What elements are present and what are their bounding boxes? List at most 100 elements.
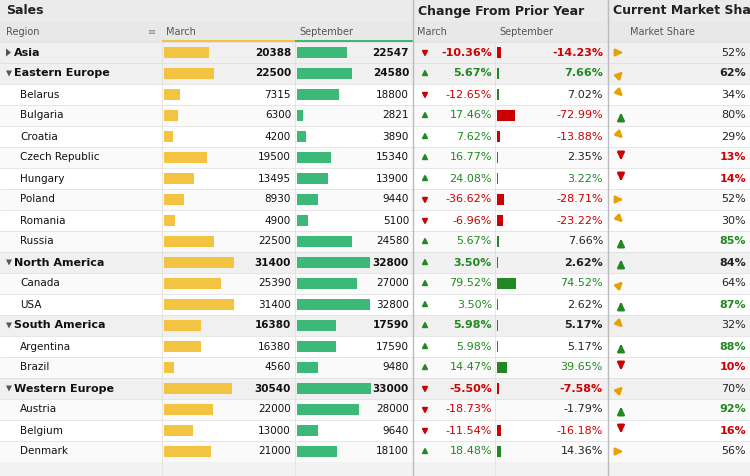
Bar — [297, 236, 352, 247]
Text: South America: South America — [14, 320, 106, 330]
Text: Croatia: Croatia — [20, 131, 58, 141]
Text: -36.62%: -36.62% — [446, 195, 492, 205]
Polygon shape — [422, 112, 427, 118]
Text: 5100: 5100 — [382, 216, 409, 226]
Text: 7.66%: 7.66% — [568, 237, 603, 247]
Text: 5.67%: 5.67% — [453, 69, 492, 79]
Text: 32%: 32% — [722, 320, 746, 330]
Bar — [0, 231, 750, 252]
Text: 24580: 24580 — [373, 69, 409, 79]
Text: Current Market Share: Current Market Share — [613, 4, 750, 18]
Text: Austria: Austria — [20, 405, 57, 415]
Text: September: September — [499, 27, 553, 37]
Bar — [497, 278, 516, 289]
Text: 2821: 2821 — [382, 110, 409, 120]
Bar — [164, 446, 211, 457]
Text: 22547: 22547 — [373, 48, 409, 58]
Bar — [297, 173, 328, 184]
Bar — [297, 152, 332, 163]
Text: 7315: 7315 — [265, 89, 291, 99]
Bar — [297, 131, 306, 142]
Text: 5.17%: 5.17% — [565, 320, 603, 330]
Text: -1.79%: -1.79% — [563, 405, 603, 415]
Bar — [164, 425, 193, 436]
Polygon shape — [422, 301, 427, 307]
Text: ≡: ≡ — [148, 27, 156, 37]
Text: 9480: 9480 — [382, 363, 409, 373]
Text: 7.66%: 7.66% — [564, 69, 603, 79]
Polygon shape — [422, 407, 427, 413]
Text: 2.62%: 2.62% — [564, 258, 603, 268]
Polygon shape — [6, 323, 12, 328]
Bar — [0, 42, 750, 63]
Bar — [164, 152, 208, 163]
Bar — [297, 47, 347, 58]
Bar — [0, 273, 750, 294]
Bar — [0, 84, 750, 105]
Bar — [297, 341, 336, 352]
Text: 16380: 16380 — [255, 320, 291, 330]
Text: 4560: 4560 — [265, 363, 291, 373]
Polygon shape — [422, 50, 427, 56]
Bar — [164, 278, 220, 289]
Bar — [497, 236, 499, 247]
Bar — [0, 126, 750, 147]
Bar — [0, 252, 750, 273]
Text: 18100: 18100 — [376, 446, 409, 456]
Bar — [497, 362, 507, 373]
Polygon shape — [422, 280, 427, 286]
Bar — [164, 131, 173, 142]
Bar — [0, 315, 750, 336]
Bar — [497, 47, 500, 58]
Text: Eastern Europe: Eastern Europe — [14, 69, 110, 79]
Text: 17590: 17590 — [376, 341, 409, 351]
Bar — [0, 399, 750, 420]
Polygon shape — [422, 133, 427, 139]
Text: Bulgaria: Bulgaria — [20, 110, 64, 120]
Bar — [0, 420, 750, 441]
Text: 31400: 31400 — [258, 299, 291, 309]
Bar — [497, 383, 499, 394]
Text: 20388: 20388 — [255, 48, 291, 58]
Bar — [297, 110, 303, 121]
Polygon shape — [422, 344, 427, 348]
Text: 4900: 4900 — [265, 216, 291, 226]
Bar — [0, 147, 750, 168]
Bar — [297, 68, 352, 79]
Text: 52%: 52% — [722, 48, 746, 58]
Bar — [164, 320, 200, 331]
Bar — [295, 40, 413, 42]
Bar — [297, 257, 370, 268]
Text: 25390: 25390 — [258, 278, 291, 288]
Text: Argentina: Argentina — [20, 341, 71, 351]
Text: Poland: Poland — [20, 195, 55, 205]
Text: -16.18%: -16.18% — [556, 426, 603, 436]
Text: -6.96%: -6.96% — [452, 216, 492, 226]
Bar — [497, 425, 501, 436]
Text: -11.54%: -11.54% — [446, 426, 492, 436]
Text: 7.02%: 7.02% — [568, 89, 603, 99]
Bar — [297, 299, 370, 310]
Text: March: March — [166, 27, 196, 37]
Text: 30%: 30% — [722, 216, 746, 226]
Text: Sales: Sales — [6, 4, 44, 18]
Bar — [0, 63, 750, 84]
Text: Asia: Asia — [14, 48, 40, 58]
Text: 18.48%: 18.48% — [449, 446, 492, 456]
Bar — [164, 89, 180, 100]
Text: 3.50%: 3.50% — [457, 299, 492, 309]
Text: 2.62%: 2.62% — [568, 299, 603, 309]
Text: 9440: 9440 — [382, 195, 409, 205]
Text: 87%: 87% — [719, 299, 746, 309]
Text: 52%: 52% — [722, 195, 746, 205]
Text: 19500: 19500 — [258, 152, 291, 162]
Text: 24580: 24580 — [376, 237, 409, 247]
Bar — [497, 341, 498, 352]
Polygon shape — [6, 70, 12, 77]
Text: 24.08%: 24.08% — [449, 173, 492, 184]
Text: 9640: 9640 — [382, 426, 409, 436]
Text: Russia: Russia — [20, 237, 54, 247]
Text: 17.46%: 17.46% — [449, 110, 492, 120]
Bar — [164, 215, 175, 226]
Bar — [0, 189, 750, 210]
